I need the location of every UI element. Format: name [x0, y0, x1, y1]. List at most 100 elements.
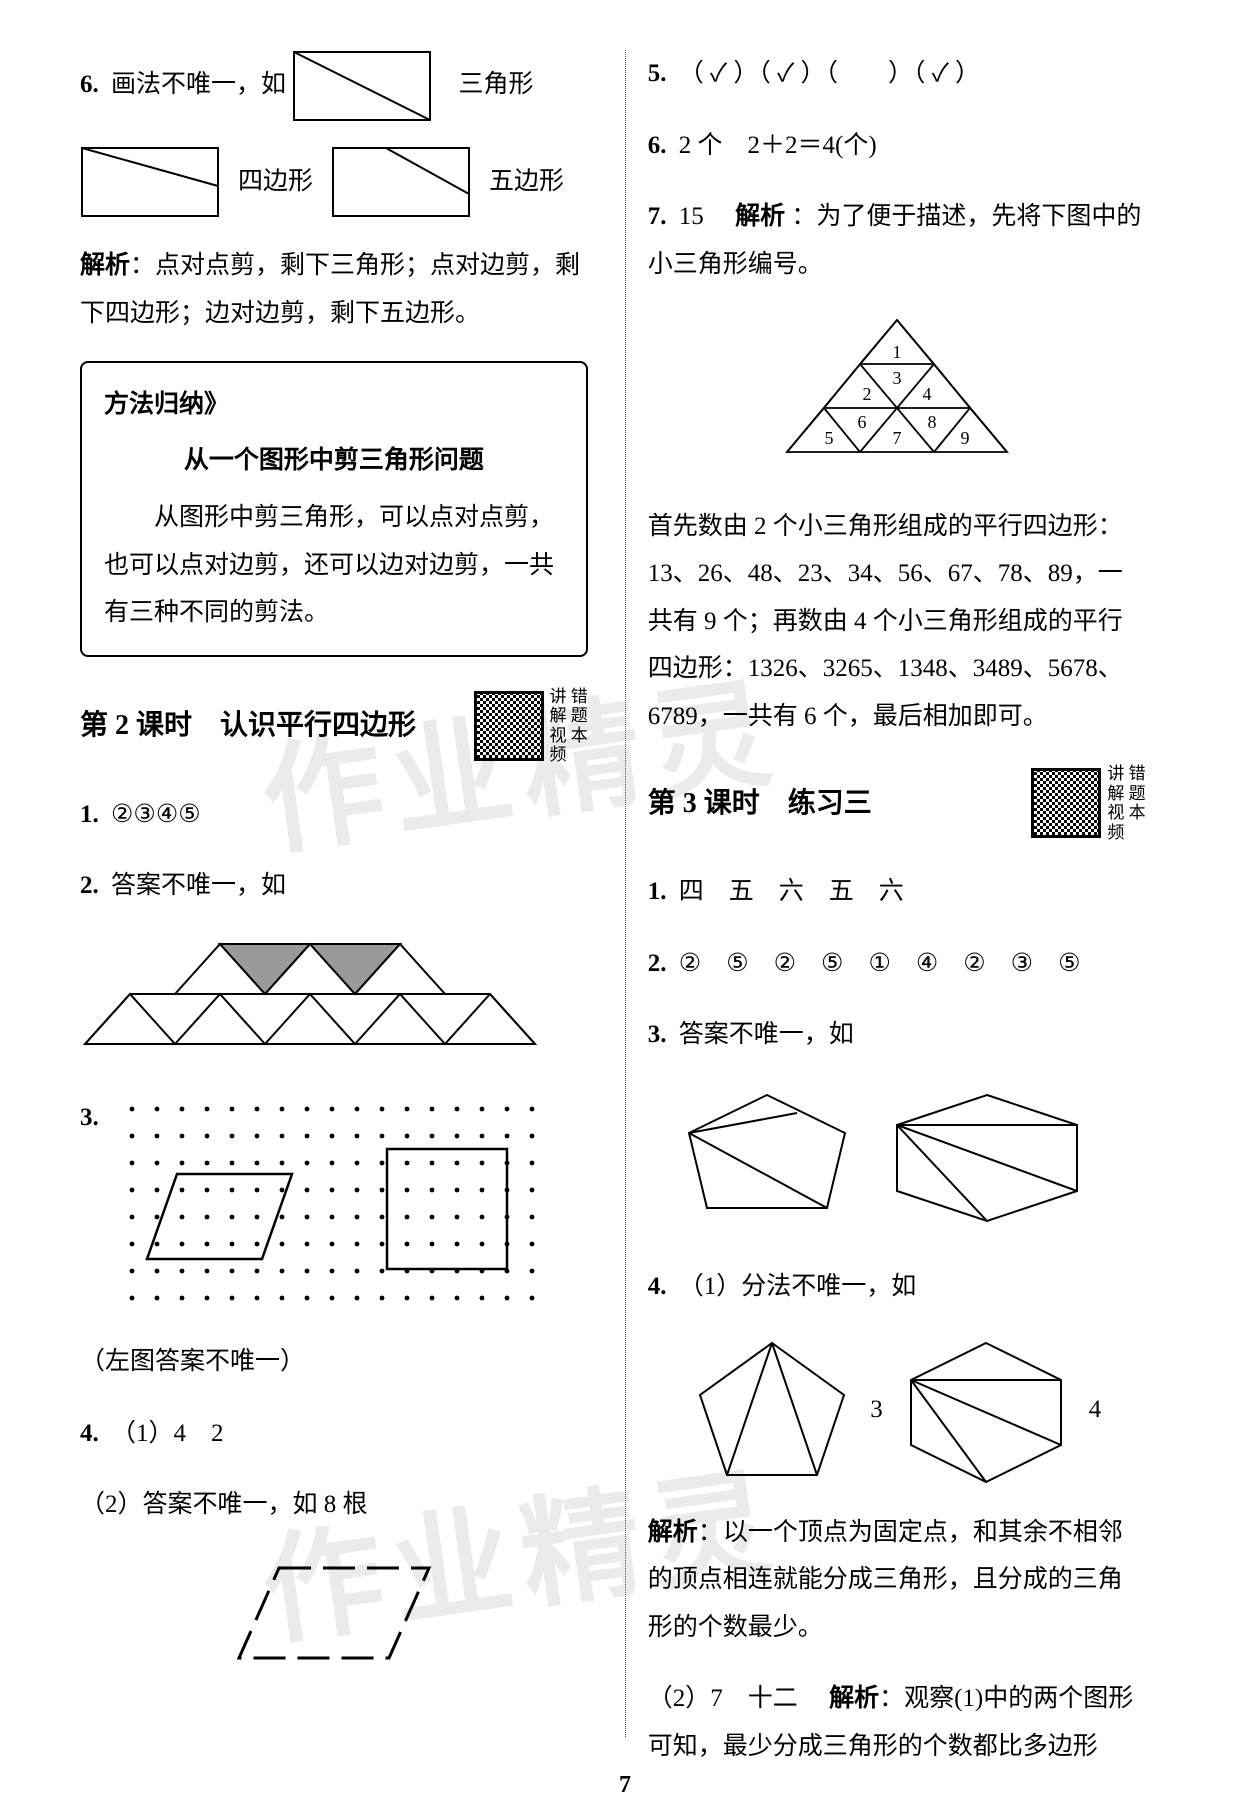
method-box: 方法归纳》 从一个图形中剪三角形问题 从图形中剪三角形，可以点对点剪，也可以点对…	[80, 361, 588, 657]
method-title: 从一个图形中剪三角形问题	[104, 437, 564, 485]
rr-q1-text: 四 五 六 五 六	[679, 878, 904, 905]
l-q3-num: 3.	[80, 1094, 99, 1142]
pentagon-split-icon	[692, 1335, 852, 1485]
section-3-heading: 第 3 课时 练习三 讲 错 解 题 视 本 频	[648, 764, 1146, 842]
column-divider	[625, 50, 626, 1737]
l-q2-text: 答案不唯一，如	[111, 872, 286, 899]
qr-line: 解 题	[550, 706, 588, 726]
method-body: 从图形中剪三角形，可以点对点剪，也可以点对边剪，还可以边对边剪，一共有三种不同的…	[104, 494, 564, 637]
section-3-title: 第 3 课时 练习三	[648, 777, 872, 830]
l-q4-num: 4.	[80, 1420, 99, 1447]
qr-line: 讲 错	[1107, 764, 1145, 784]
qr-code-icon	[1031, 768, 1101, 838]
rr-q4-line2: （2）7 十二	[648, 1685, 823, 1712]
rr-analysis-label: 解析	[648, 1519, 698, 1546]
dashed-parallelogram-icon	[224, 1553, 444, 1673]
section-2-title: 第 2 课时 认识平行四边形	[80, 699, 416, 752]
qr-block: 讲 错 解 题 视 本 频	[474, 687, 588, 765]
triangle-strip-icon	[80, 934, 540, 1054]
l-q4-1: 4. （1）4 2	[80, 1410, 588, 1458]
rr-q1: 1. 四 五 六 五 六	[648, 868, 1146, 916]
rr-q1-num: 1.	[648, 878, 667, 905]
method-header: 方法归纳》	[104, 381, 564, 429]
q6-analysis: 解析：点对点剪，剩下三角形；点对边剪，剩下四边形；边对边剪，剩下五边形。	[80, 242, 588, 337]
q6-label3: 五边形	[489, 158, 564, 206]
q6-text-a: 画法不唯一，如	[111, 71, 286, 98]
q6-label1: 三角形	[459, 71, 534, 98]
left-column: 6. 画法不唯一，如 三角形 四边形 五边形 解析：点对点剪，剩下三角形；点对边…	[80, 50, 613, 1787]
q6-block: 6. 画法不唯一，如 三角形	[80, 50, 588, 122]
dashed-parallelogram	[80, 1553, 588, 1690]
r-q5-num: 5.	[648, 60, 667, 87]
qr-line: 讲 错	[550, 687, 588, 707]
qr-block-2: 讲 错 解 题 视 本 频	[1031, 764, 1145, 842]
analysis-label: 解析	[80, 252, 130, 279]
qr-code-icon	[474, 691, 544, 761]
rr-q4-2: （2）7 十二 解析：观察(1)中的两个图形可知，最少分成三角形的个数都比多边形	[648, 1675, 1146, 1770]
r-q6: 6. 2 个 2＋2＝4(个)	[648, 122, 1146, 170]
r-q6-num: 6.	[648, 132, 667, 159]
tri-label: 4	[922, 384, 931, 404]
r-q7-analysis-label: 解析	[735, 203, 785, 230]
rr-analysis2-label: 解析	[829, 1685, 879, 1712]
qr-text: 讲 错 解 题 视 本 频	[550, 687, 588, 765]
rr-q4-num: 4.	[648, 1273, 667, 1300]
r-q7-val: 15	[679, 203, 729, 230]
l-q4-2: （2）答案不唯一，如 8 根	[80, 1481, 588, 1529]
rr-q4-1: 4. （1）分法不唯一，如	[648, 1263, 1146, 1311]
q6-num: 6.	[80, 71, 99, 98]
r-q5: 5. （ ✓ ）（ ✓ ）（ ）（ ✓ ）	[648, 50, 1146, 98]
r-q5-text: （ ✓ ）（ ✓ ）（ ）（ ✓ ）	[679, 60, 980, 87]
rr-q2: 2. ② ⑤ ② ⑤ ① ④ ② ③ ⑤	[648, 940, 1146, 988]
tri-label: 6	[857, 412, 866, 432]
tri-label: 9	[960, 428, 969, 448]
rr-q3-num: 3.	[648, 1021, 667, 1048]
rr-q2-num: 2.	[648, 950, 667, 977]
numbered-triangle: 1 2 3 4 5 6 7 8 9	[648, 312, 1146, 479]
rr-q4-analysis: 解析：以一个顶点为固定点，和其余不相邻的顶点相连就能分成三角形，且分成的三角形的…	[648, 1509, 1146, 1652]
q6-analysis-text: ：点对点剪，剩下三角形；点对边剪，剩下四边形；边对边剪，剩下五边形。	[80, 252, 580, 327]
q6-row2: 四边形 五边形	[80, 146, 588, 218]
r-q7-body: 首先数由 2 个小三角形组成的平行四边形：13、26、48、23、34、56、6…	[648, 503, 1146, 741]
qr-text-2: 讲 错 解 题 视 本 频	[1107, 764, 1145, 842]
tri-label: 5	[824, 428, 833, 448]
hexagon-split-icon	[901, 1335, 1071, 1485]
rr-q2-text: ② ⑤ ② ⑤ ① ④ ② ③ ⑤	[679, 940, 1081, 988]
fig-label-a: 3	[870, 1386, 883, 1434]
rr-q3-text: 答案不唯一，如	[679, 1021, 854, 1048]
pent-hex-figure	[648, 1083, 1146, 1240]
section-2-heading: 第 2 课时 认识平行四边形 讲 错 解 题 视 本 频	[80, 687, 588, 765]
r-q6-text: 2 个 2＋2＝4(个)	[679, 132, 877, 159]
numbered-triangle-icon: 1 2 3 4 5 6 7 8 9	[767, 312, 1027, 462]
fig-label-b: 4	[1089, 1386, 1102, 1434]
rect-diag-1-icon	[292, 50, 432, 122]
tri-label: 7	[892, 428, 901, 448]
rr-q3: 3. 答案不唯一，如	[648, 1011, 1146, 1059]
rect-diag-2-icon	[80, 146, 220, 218]
l-q3: 3.	[80, 1094, 588, 1314]
tri-label: 2	[862, 384, 871, 404]
qr-line: 频	[1107, 823, 1145, 843]
q6-label2: 四边形	[238, 158, 313, 206]
qr-line: 解 题	[1107, 784, 1145, 804]
rr-q4-line1a: （1）分法不唯一，如	[679, 1273, 917, 1300]
l-q1: 1. ②③④⑤	[80, 791, 588, 839]
r-q7-head: 7. 15 解析 ：为了便于描述，先将下图中的小三角形编号。	[648, 193, 1146, 288]
rect-diag-3-icon	[331, 146, 471, 218]
tri-label: 3	[892, 368, 901, 388]
pent-hex-icon	[677, 1083, 1117, 1223]
qr-line: 频	[550, 745, 588, 765]
tri-label: 8	[927, 412, 936, 432]
l-q2: 2. 答案不唯一，如	[80, 862, 588, 910]
qr-line: 视 本	[1107, 803, 1145, 823]
l-q2-num: 2.	[80, 872, 99, 899]
l-q1-text: ②③④⑤	[111, 801, 201, 828]
dot-grid-icon	[117, 1094, 557, 1314]
rr-analysis-text: ：以一个顶点为固定点，和其余不相邻的顶点相连就能分成三角形，且分成的三角形的个数…	[648, 1519, 1123, 1641]
l-q4-line1: （1）4 2	[111, 1420, 224, 1447]
right-column: 5. （ ✓ ）（ ✓ ）（ ）（ ✓ ） 6. 2 个 2＋2＝4(个) 7.…	[613, 50, 1146, 1787]
l-q1-num: 1.	[80, 801, 99, 828]
r-q7-num: 7.	[648, 203, 667, 230]
qr-line: 视 本	[550, 726, 588, 746]
page-number: 7	[0, 1772, 1250, 1799]
